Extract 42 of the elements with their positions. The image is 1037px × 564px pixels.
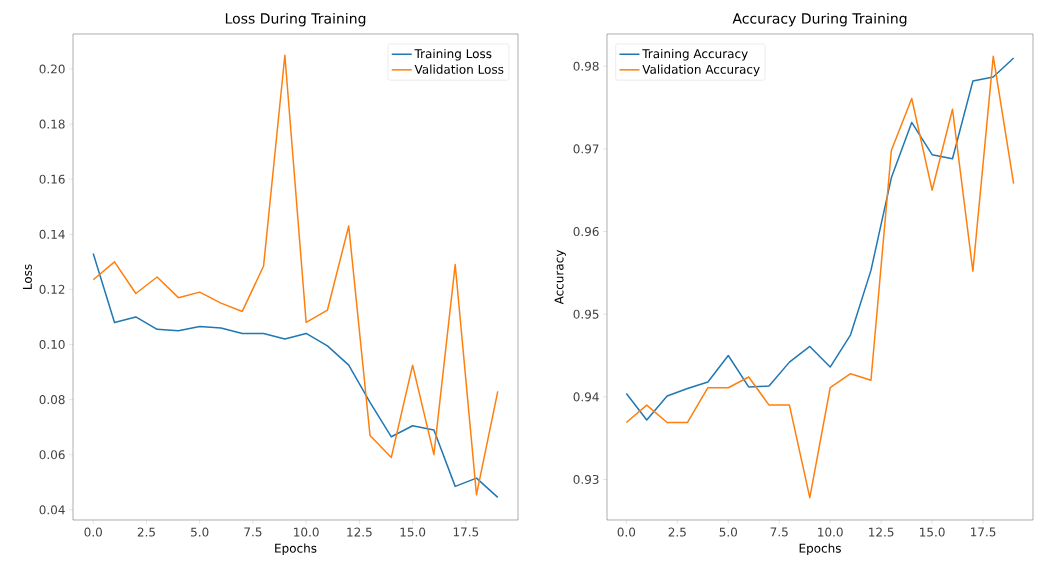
y-tick-label: 0.20 (39, 64, 65, 74)
legend-label: Training Loss (414, 48, 492, 61)
legend-label: Validation Accuracy (642, 64, 760, 77)
x-tick-label: 5.0 (191, 527, 209, 537)
y-tick-label: 0.10 (39, 339, 65, 350)
x-tick-label: 12.5 (347, 527, 372, 537)
x-tick-label: 17.5 (971, 527, 996, 537)
x-tick-label: 2.5 (137, 527, 155, 537)
x-tick-label: 15.0 (400, 527, 426, 537)
y-axis-title: Loss (22, 264, 32, 289)
y-axis-title: Accuracy (554, 249, 566, 305)
y-tick-label: 0.12 (39, 284, 65, 294)
x-tick-label: 0.0 (617, 527, 636, 537)
x-tick-label: 10.0 (818, 527, 843, 537)
x-tick-label: 7.5 (770, 527, 788, 537)
x-tick-label: 2.5 (668, 527, 686, 537)
x-axis-title: Epochs (799, 543, 841, 556)
y-tick-label: 0.06 (39, 450, 65, 460)
y-tick-label: 0.97 (573, 144, 599, 154)
x-axis-title: Epochs (275, 543, 317, 556)
y-tick-label: 0.98 (573, 61, 599, 71)
y-tick-label: 0.94 (573, 392, 599, 402)
line-series (92, 252, 499, 499)
y-tick-label: 0.04 (39, 505, 65, 515)
x-tick-label: 12.5 (869, 527, 894, 537)
chart-title: Accuracy During Training (732, 12, 907, 27)
y-tick-label: 0.93 (573, 474, 599, 485)
y-tick-label: 0.16 (39, 174, 65, 184)
x-tick-label: 5.0 (719, 527, 738, 537)
x-tick-label: 7.5 (244, 527, 262, 537)
x-tick-label: 17.5 (453, 527, 479, 537)
y-tick-label: 0.18 (39, 119, 65, 129)
legend-label: Validation Loss (414, 64, 504, 74)
chart-title: Loss During Training (225, 12, 366, 27)
y-tick-label: 0.95 (573, 309, 599, 319)
y-tick-label: 0.08 (39, 395, 65, 405)
x-tick-label: 15.0 (920, 527, 945, 537)
x-tick-label: 10.0 (294, 527, 319, 537)
legend-label: Training Accuracy (642, 48, 748, 61)
y-tick-label: 0.14 (39, 229, 65, 239)
x-tick-label: 0.0 (84, 527, 102, 537)
y-tick-label: 0.96 (573, 226, 599, 237)
